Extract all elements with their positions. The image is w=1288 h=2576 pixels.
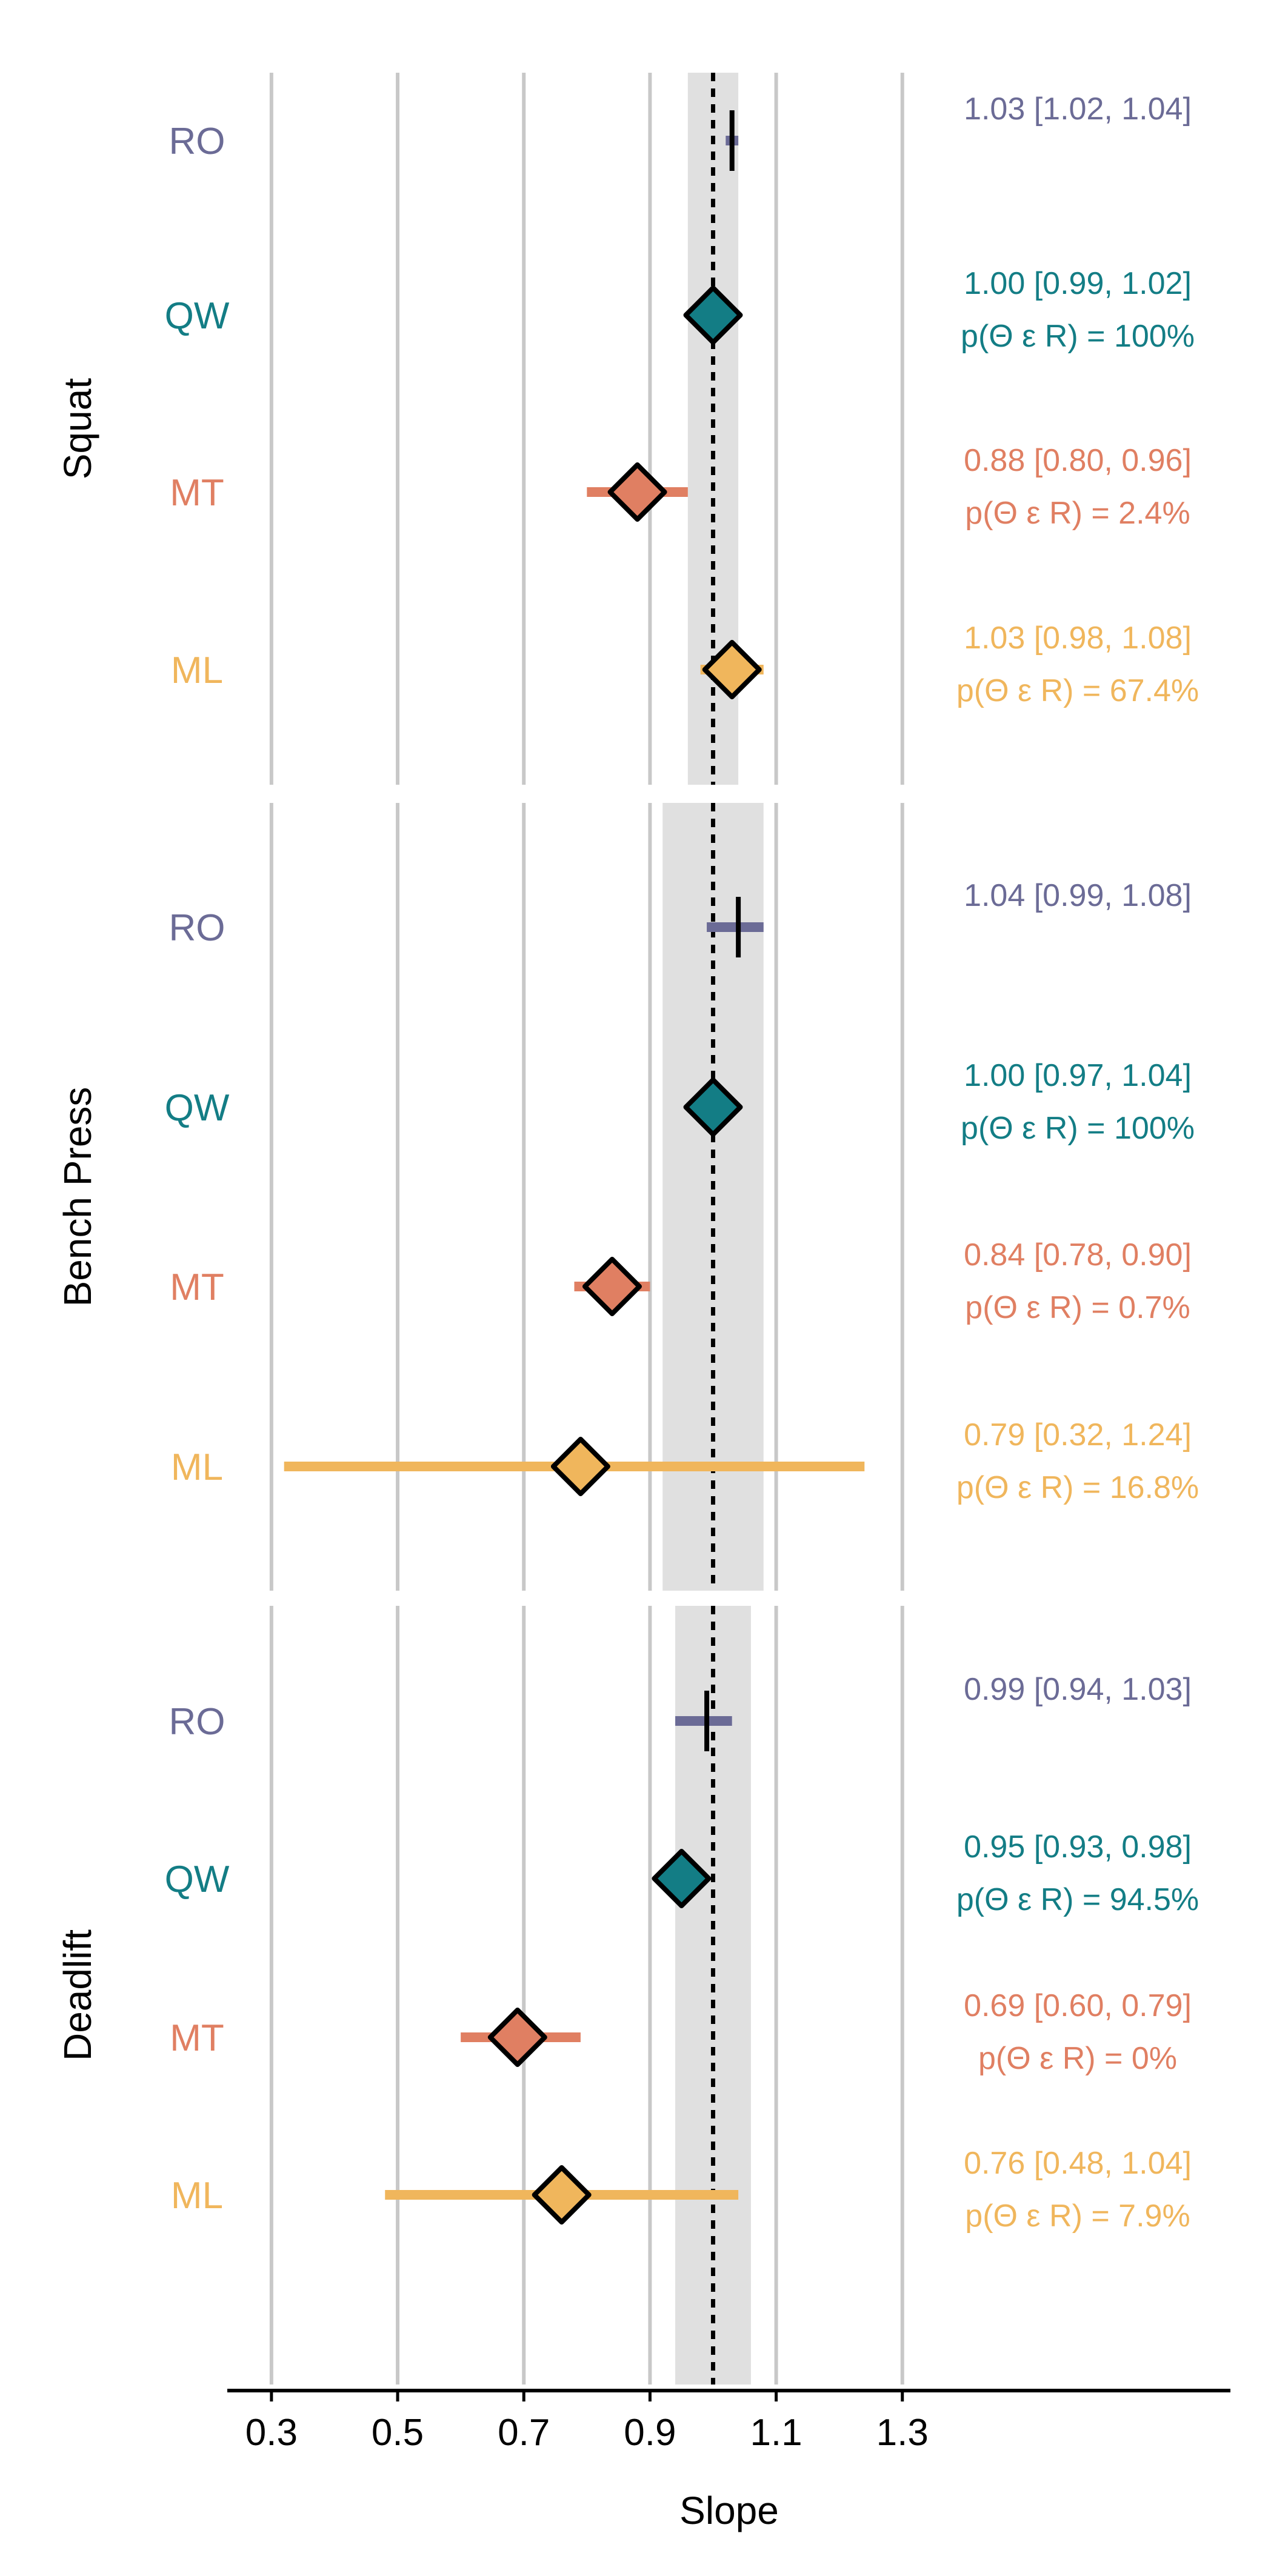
facet-label: Squat	[56, 378, 99, 479]
estimate-annotation: 0.79 [0.32, 1.24]	[964, 1417, 1192, 1453]
category-label: RO	[169, 1701, 225, 1743]
facet-bench-press: Bench Press RO 1.04 [0.99, 1.08] QW 1.00 [0.…	[56, 803, 1199, 1591]
facet-label: Bench Press	[56, 1087, 99, 1307]
estimate-annotation: 1.00 [0.99, 1.02]	[964, 266, 1192, 301]
point-estimate-diamond	[550, 1437, 610, 1496]
estimate-annotation: 0.99 [0.94, 1.03]	[964, 1672, 1192, 1707]
probability-annotation: p(Θ ε R) = 100%	[961, 319, 1195, 354]
estimate-annotation: 0.88 [0.80, 0.96]	[964, 443, 1192, 478]
estimate-annotation: 0.95 [0.93, 0.98]	[964, 1829, 1192, 1865]
x-axis-title: Slope	[679, 2489, 779, 2532]
point-estimate-diamond	[652, 1849, 712, 1908]
facet-squat: Squat RO 1.03 [1.02, 1.04] QW 1.00 [0.99, 1.…	[56, 73, 1199, 785]
estimate-annotation: 1.03 [0.98, 1.08]	[964, 621, 1192, 656]
probability-annotation: p(Θ ε R) = 2.4%	[965, 496, 1190, 531]
estimate-annotation: 0.76 [0.48, 1.04]	[964, 2146, 1192, 2181]
probability-annotation: p(Θ ε R) = 7.9%	[965, 2198, 1190, 2234]
x-tick-label: 0.9	[624, 2412, 676, 2454]
x-tick-label: 1.1	[750, 2412, 802, 2454]
category-label: MT	[170, 1266, 224, 1308]
point-estimate-diamond	[702, 640, 762, 699]
probability-annotation: p(Θ ε R) = 0.7%	[965, 1290, 1190, 1325]
category-label: RO	[169, 121, 225, 162]
category-label: ML	[171, 2175, 223, 2217]
category-label: QW	[165, 1859, 230, 1900]
x-tick-label: 1.3	[876, 2412, 929, 2454]
x-tick-label: 0.3	[245, 2412, 298, 2454]
probability-annotation: p(Θ ε R) = 94.5%	[956, 1882, 1199, 1917]
category-label: MT	[170, 2017, 224, 2059]
estimate-annotation: 1.03 [1.02, 1.04]	[964, 92, 1192, 127]
estimate-annotation: 1.00 [0.97, 1.04]	[964, 1058, 1192, 1093]
x-axis: Slope 0.3 0.5 0.7 0.9 1.1 1.3	[227, 2389, 1230, 2532]
point-estimate-diamond	[582, 1257, 642, 1316]
probability-annotation: p(Θ ε R) = 67.4%	[956, 673, 1199, 708]
facet-deadlift: Deadlift RO 0.99 [0.94, 1.03] QW 0.95 [0.93,…	[56, 1606, 1199, 2385]
category-label: QW	[165, 1087, 230, 1129]
x-tick-label: 0.7	[498, 2412, 550, 2454]
estimate-annotation: 0.84 [0.78, 0.90]	[964, 1237, 1192, 1273]
estimate-annotation: 0.69 [0.60, 0.79]	[964, 1988, 1192, 2023]
probability-annotation: p(Θ ε R) = 0%	[978, 2041, 1177, 2076]
probability-annotation: p(Θ ε R) = 100%	[961, 1111, 1195, 1146]
point-estimate-diamond	[683, 1077, 743, 1137]
point-estimate-diamond	[607, 462, 667, 522]
x-tick-label: 0.5	[372, 2412, 424, 2454]
point-estimate-diamond	[532, 2165, 592, 2225]
category-label: RO	[169, 907, 225, 949]
point-estimate-diamond	[487, 2008, 547, 2067]
facet-label: Deadlift	[56, 1929, 99, 2061]
category-label: ML	[171, 1446, 223, 1488]
point-estimate-diamond	[683, 285, 743, 345]
probability-annotation: p(Θ ε R) = 16.8%	[956, 1470, 1199, 1505]
category-label: ML	[171, 650, 223, 691]
category-label: QW	[165, 295, 230, 337]
facet-layer: Squat RO 1.03 [1.02, 1.04] QW 1.00 [0.99, 1.…	[56, 73, 1199, 2385]
category-label: MT	[170, 472, 224, 514]
estimate-annotation: 1.04 [0.99, 1.08]	[964, 878, 1192, 913]
